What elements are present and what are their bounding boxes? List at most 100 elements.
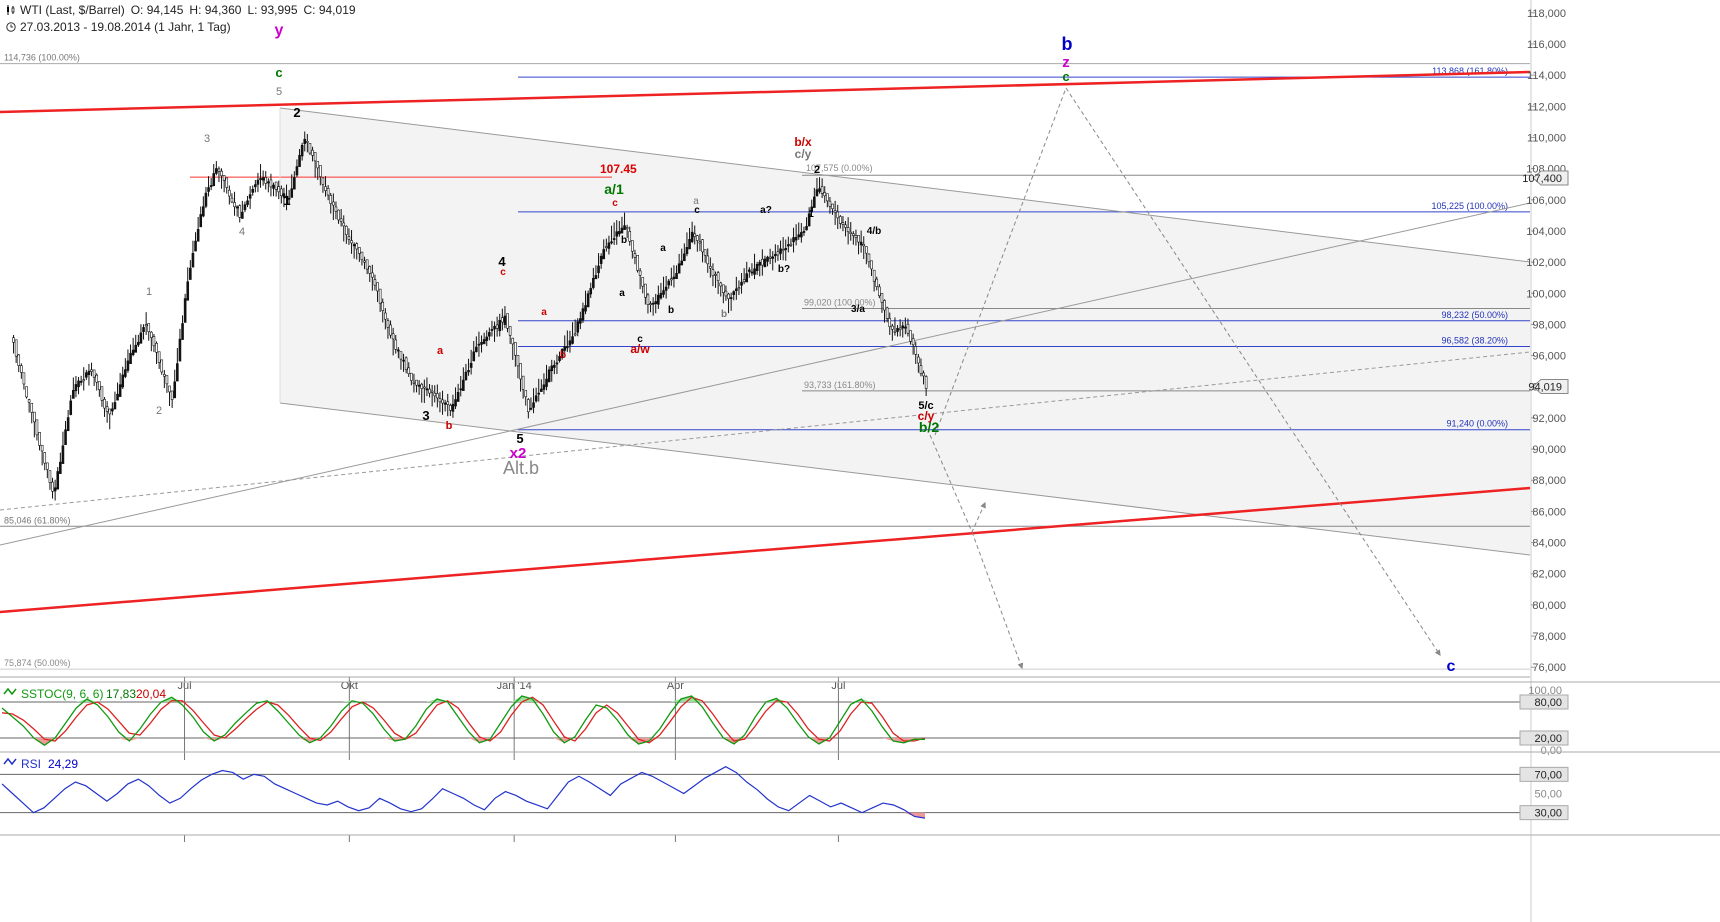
- price-bar-body: [321, 177, 325, 185]
- price-bar-body: [566, 346, 569, 349]
- price-bar-body: [259, 178, 262, 180]
- wave-label: b: [721, 309, 727, 320]
- price-bar-body: [152, 336, 156, 347]
- price-bar-body: [300, 144, 304, 157]
- price-bar-body: [191, 253, 195, 268]
- price-bar-body: [690, 231, 694, 242]
- price-bar-body: [800, 232, 803, 238]
- price-bar-body: [311, 149, 314, 156]
- wave-label: b/2: [919, 419, 939, 435]
- price-bar-body: [589, 288, 593, 295]
- price-bar-body: [204, 192, 208, 207]
- price-bar-body: [706, 255, 710, 265]
- price-bar-body: [61, 445, 65, 464]
- price-tick-label: 98,000: [1532, 319, 1566, 331]
- price-bar-body: [891, 325, 894, 330]
- wave-label: c: [1062, 69, 1069, 84]
- price-bar-body: [742, 279, 746, 282]
- rsi-legend-icon: [3, 757, 17, 766]
- price-bar-body: [368, 266, 372, 274]
- price-bar-body: [810, 206, 814, 212]
- price-bar-body: [878, 286, 881, 297]
- price-bar-body: [441, 399, 444, 404]
- price-bar-body: [482, 339, 486, 345]
- wave-label: a: [541, 307, 547, 318]
- price-bar-body: [625, 227, 629, 230]
- price-bar-body: [768, 256, 772, 259]
- indicator-tick-label: 0,00: [1541, 745, 1562, 757]
- price-bar-body: [560, 349, 564, 358]
- price-bar-body: [155, 342, 158, 353]
- price-bar-body: [449, 405, 452, 411]
- price-bar-body: [14, 339, 18, 357]
- price-bar-body: [376, 282, 379, 292]
- date-range: 27.03.2013 - 19.08.2014 (1 Jahr, 1 Tag): [20, 20, 231, 34]
- price-bar-body: [324, 186, 327, 191]
- candlestick-icon: [7, 5, 15, 15]
- red-upper-trendline: [0, 70, 1531, 114]
- projection-arrow-c: [1065, 87, 1441, 657]
- price-bar-body: [618, 231, 621, 235]
- fib-level-label: 98,232 (50.00%): [1441, 310, 1508, 320]
- rsi-name: RSI: [21, 757, 41, 771]
- price-bar-body: [828, 200, 832, 207]
- price-bar-body: [423, 386, 426, 389]
- price-bar-body: [573, 333, 577, 336]
- price-tick-label: 78,000: [1532, 631, 1566, 643]
- price-bar-body: [898, 327, 902, 330]
- price-bar-body: [584, 305, 587, 312]
- wave-label: c: [500, 267, 506, 278]
- price-bar-body: [74, 384, 78, 392]
- price-bar-body: [534, 395, 538, 402]
- price-bar-body: [607, 242, 611, 249]
- rsi-line: [1, 766, 926, 819]
- price-bar-body: [274, 181, 278, 190]
- price-bar-body: [503, 315, 507, 325]
- price-bar-body: [794, 237, 798, 241]
- wave-label: a/w: [630, 342, 650, 356]
- fib-level-label: 105,225 (100.00%): [1431, 201, 1508, 211]
- fib-level-label: 107.45: [600, 162, 637, 176]
- price-bar-body: [815, 189, 819, 197]
- price-bar-body: [77, 380, 80, 388]
- price-bar-body: [766, 256, 769, 262]
- price-bar-body: [737, 287, 741, 290]
- price-bar-body: [337, 209, 340, 221]
- price-bar-body: [420, 383, 424, 389]
- price-bar-body: [90, 369, 93, 372]
- price-bar-body: [386, 320, 390, 328]
- price-bar-body: [477, 343, 481, 346]
- price-bar-body: [168, 385, 171, 393]
- price-bar-body: [852, 233, 855, 236]
- price-bar-body: [373, 279, 377, 286]
- price-bar-body: [787, 244, 790, 247]
- price-bar-body: [329, 195, 333, 204]
- price-bar-body: [165, 375, 169, 385]
- price-bar-body: [95, 374, 99, 383]
- wave-label: c/y: [918, 409, 935, 423]
- overbought-fill: [680, 696, 692, 702]
- price-bar-body: [605, 246, 608, 248]
- price-bar-body: [103, 399, 106, 409]
- price-bar-body: [264, 177, 268, 184]
- price-bar-body: [883, 300, 886, 311]
- close-value: C: 94,019: [303, 3, 356, 17]
- price-bar-body: [602, 249, 606, 260]
- fib-level-label: 113,868 (161.80%): [1432, 66, 1508, 76]
- wave-label: c: [1447, 658, 1456, 675]
- price-bar-body: [501, 317, 504, 323]
- price-bar-body: [64, 429, 67, 446]
- price-bar-body: [425, 388, 429, 391]
- price-bar-body: [251, 188, 255, 193]
- price-bar-body: [677, 263, 681, 274]
- price-bar-body: [443, 402, 447, 405]
- price-badge: [1532, 170, 1569, 186]
- price-bar-body: [805, 226, 808, 231]
- price-bar-body: [657, 294, 660, 305]
- price-bar-body: [516, 355, 520, 367]
- indicator-level-badge: [1519, 766, 1569, 782]
- price-bar-body: [696, 235, 699, 241]
- price-bar-body: [906, 323, 910, 334]
- price-bar-body: [459, 388, 463, 391]
- price-bar-body: [896, 328, 899, 332]
